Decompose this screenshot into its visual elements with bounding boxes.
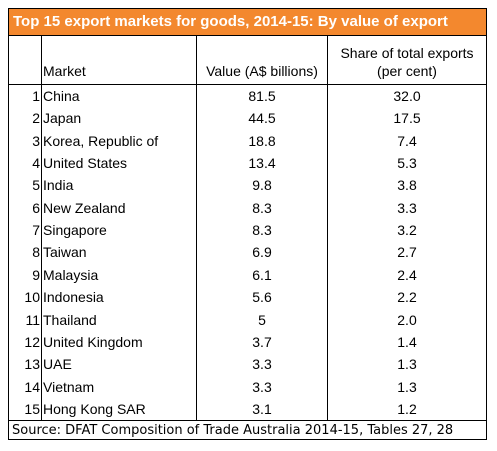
share-cell: 5.3 <box>397 155 417 171</box>
header-share-line2: (per cent) <box>377 63 437 79</box>
table-row: 12 United Kingdom 3.7 1.4 <box>9 332 486 352</box>
title-divider <box>9 35 486 36</box>
share-cell: 2.7 <box>397 244 417 260</box>
table-row: 8 Taiwan 6.9 2.7 <box>9 242 486 262</box>
value-cell: 3.7 <box>252 334 272 350</box>
table-row: 13 UAE 3.3 1.3 <box>9 354 486 374</box>
share-cell: 1.3 <box>397 379 417 395</box>
table-row: 2 Japan 44.5 17.5 <box>9 108 486 128</box>
table-title: Top 15 export markets for goods, 2014-15… <box>9 9 486 35</box>
market-cell: Thailand <box>43 312 97 328</box>
table-row: 7 Singapore 8.3 3.2 <box>9 220 486 240</box>
market-cell: Hong Kong SAR <box>43 401 146 417</box>
rank-cell: 15 <box>24 401 40 417</box>
share-cell: 3.3 <box>397 200 417 216</box>
value-cell: 6.9 <box>252 244 272 260</box>
value-cell: 18.8 <box>248 133 276 149</box>
market-cell: China <box>43 88 80 104</box>
value-cell: 5 <box>258 312 266 328</box>
rank-cell: 2 <box>32 110 40 126</box>
value-cell: 8.3 <box>252 200 272 216</box>
rank-cell: 10 <box>24 289 40 305</box>
market-cell: United States <box>43 155 128 171</box>
market-cell: Taiwan <box>43 244 87 260</box>
market-cell: Indonesia <box>43 289 104 305</box>
rank-cell: 13 <box>24 356 40 372</box>
share-cell: 3.2 <box>397 222 417 238</box>
share-cell: 2.2 <box>397 289 417 305</box>
table-row: 11 Thailand 5 2.0 <box>9 310 486 330</box>
market-cell: United Kingdom <box>43 334 143 350</box>
share-cell: 32.0 <box>393 88 421 104</box>
value-cell: 6.1 <box>252 267 272 283</box>
rank-cell: 14 <box>24 379 40 395</box>
share-cell: 3.8 <box>397 177 417 193</box>
column-divider <box>196 36 197 420</box>
value-cell: 3.3 <box>252 356 272 372</box>
value-cell: 44.5 <box>248 110 276 126</box>
value-cell: 81.5 <box>248 88 276 104</box>
share-cell: 7.4 <box>397 133 417 149</box>
rank-cell: 4 <box>32 155 40 171</box>
value-cell: 5.6 <box>252 289 272 305</box>
market-cell: Vietnam <box>43 379 95 395</box>
header-value: Value (A$ billions) <box>206 63 318 79</box>
rank-cell: 8 <box>32 244 40 260</box>
rank-cell: 11 <box>25 312 40 328</box>
market-cell: India <box>43 177 74 193</box>
rank-cell: 5 <box>32 177 40 193</box>
share-cell: 2.4 <box>397 267 417 283</box>
value-cell: 3.3 <box>252 379 272 395</box>
rank-cell: 1 <box>32 88 40 104</box>
market-cell: Malaysia <box>43 267 99 283</box>
table-row: 14 Vietnam 3.3 1.3 <box>9 377 486 397</box>
market-cell: Korea, Republic of <box>43 133 159 149</box>
rank-cell: 9 <box>32 267 40 283</box>
market-cell: Singapore <box>43 222 107 238</box>
share-cell: 17.5 <box>393 110 421 126</box>
column-divider <box>327 36 328 420</box>
value-cell: 13.4 <box>248 155 276 171</box>
rank-cell: 3 <box>32 133 40 149</box>
footer-divider <box>9 420 486 421</box>
column-divider <box>41 36 42 420</box>
export-markets-table: Top 15 export markets for goods, 2014-15… <box>8 8 487 440</box>
market-cell: New Zealand <box>43 200 126 216</box>
value-cell: 9.8 <box>252 177 272 193</box>
share-cell: 1.4 <box>397 334 417 350</box>
table-row: 10 Indonesia 5.6 2.2 <box>9 287 486 307</box>
source-note: Source: DFAT Composition of Trade Austra… <box>12 423 454 438</box>
rank-cell: 7 <box>32 222 40 238</box>
table-row: 9 Malaysia 6.1 2.4 <box>9 265 486 285</box>
table-row: 15 Hong Kong SAR 3.1 1.2 <box>9 399 486 419</box>
rank-cell: 6 <box>32 200 40 216</box>
value-cell: 3.1 <box>252 401 272 417</box>
rank-cell: 12 <box>24 334 40 350</box>
header-divider <box>9 84 486 85</box>
table-row: 5 India 9.8 3.8 <box>9 175 486 195</box>
share-cell: 1.3 <box>397 356 417 372</box>
market-cell: UAE <box>43 356 72 372</box>
share-cell: 1.2 <box>397 401 417 417</box>
market-cell: Japan <box>43 110 82 126</box>
table-row: 3 Korea, Republic of 18.8 7.4 <box>9 131 486 151</box>
header-market: Market <box>43 63 86 79</box>
table-row: 1 China 81.5 32.0 <box>9 86 486 106</box>
table-row: 4 United States 13.4 5.3 <box>9 153 486 173</box>
value-cell: 8.3 <box>252 222 272 238</box>
header-share-line1: Share of total exports <box>340 45 474 61</box>
table-row: 6 New Zealand 8.3 3.3 <box>9 198 486 218</box>
share-cell: 2.0 <box>397 312 417 328</box>
